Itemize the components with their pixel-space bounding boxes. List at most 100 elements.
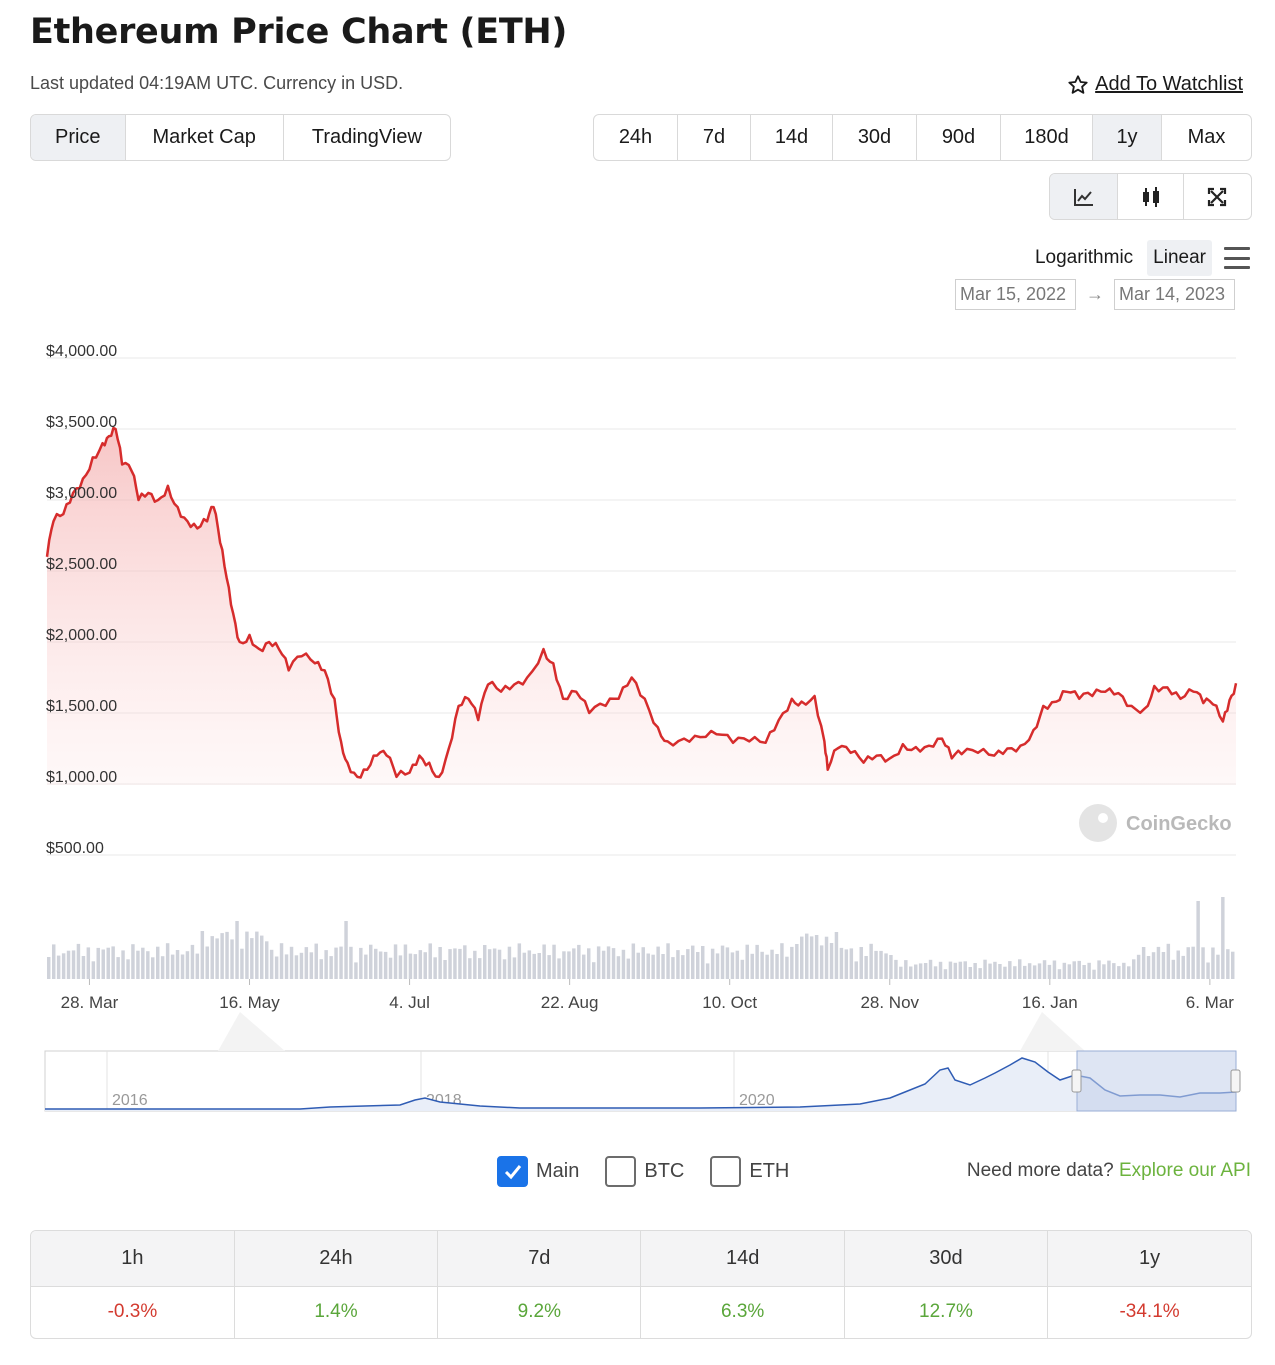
logarithmic-option[interactable]: Logarithmic [1034,247,1134,268]
volume-bar [839,947,844,979]
api-promo: Need more data? Explore our API [967,1160,1251,1182]
range-30d-button[interactable]: 30d [833,115,917,160]
volume-bar [81,956,86,979]
volume-bar [369,944,373,979]
volume-bar [765,954,769,979]
volume-bar [1191,946,1195,979]
tab-price[interactable]: Price [31,115,126,160]
volume-bar [1008,961,1012,979]
linear-option[interactable]: Linear [1147,240,1212,276]
volume-bar [66,950,71,979]
volume-bar [676,950,680,979]
range-180d-button[interactable]: 180d [1001,115,1093,160]
volume-bar [557,958,561,979]
volume-bar [661,954,665,979]
date-from-input[interactable] [955,279,1076,310]
explore-api-link[interactable]: Explore our API [1118,1160,1251,1181]
volume-bar [889,955,893,979]
fullscreen-button[interactable] [1184,174,1251,219]
volume-bar [770,949,774,979]
x-tick-label: 6. Mar [1186,993,1235,1012]
volume-bar [760,951,764,979]
volume-bar [220,933,224,979]
add-to-watchlist-link[interactable]: Add To Watchlist [1067,73,1243,96]
volume-bar [433,957,437,979]
volume-bar [691,945,695,979]
volume-bar [1151,952,1156,979]
stat-value-1h: -0.3% [31,1286,235,1338]
date-to-input[interactable] [1114,279,1235,310]
volume-bar [294,955,299,979]
volume-bar [1171,959,1176,979]
range-navigator[interactable]: 2016201820202022 [44,1012,1241,1112]
tab-market-cap[interactable]: Market Cap [126,115,284,160]
tab-price-label: Price [54,126,101,148]
volume-bar [1201,947,1205,979]
volume-bar [265,941,269,979]
volume-bar [279,943,284,979]
range-90d-label: 90d [941,126,976,148]
volume-bar [512,957,517,979]
volume-bar [864,956,868,979]
volume-bar [1052,960,1057,979]
stat-header-30d: 30d [844,1231,1049,1287]
volume-bar [309,952,314,979]
volume-bar [879,950,883,979]
main-checkbox[interactable] [497,1156,528,1187]
volume-bar [641,947,645,979]
navigator-left-handle[interactable] [1071,1069,1082,1093]
btc-checkbox[interactable] [605,1156,637,1187]
volume-bar [324,950,328,979]
overlay-btc[interactable]: BTC [605,1156,684,1187]
volume-bar [497,949,502,979]
hamburger-menu-icon[interactable] [1224,247,1250,269]
volume-bar [582,954,586,979]
volume-bar [790,946,794,979]
scale-selector: Logarithmic Linear [1029,240,1250,276]
volume-bar [973,963,977,979]
volume-bar [126,959,130,979]
range-1y-label: 1y [1116,126,1138,148]
volume-bar [983,959,987,979]
overlay-toggles: Main BTC ETH [497,1156,803,1187]
volume-bar [269,949,274,979]
line-chart-button[interactable] [1050,174,1119,219]
volume-bar [809,936,814,979]
price-line[interactable] [45,426,1238,779]
volume-bar [91,961,96,979]
range-14d-button[interactable]: 14d [751,115,833,160]
stat-header-24h: 24h [234,1231,439,1287]
volume-bar [141,947,145,979]
overlay-eth[interactable]: ETH [710,1156,789,1187]
volume-bar [805,933,809,979]
chart-type-buttons [1049,173,1252,220]
date-range: → [955,279,1235,310]
navigator-right-handle[interactable] [1230,1069,1241,1093]
overlay-eth-label: ETH [749,1160,790,1182]
range-24h-button[interactable]: 24h [594,115,678,160]
range-1y-button[interactable]: 1y [1093,115,1162,160]
volume-bar [626,958,631,979]
volume-bar [1042,960,1047,979]
volume-bar [1072,961,1076,979]
tab-tradingview[interactable]: TradingView [284,115,450,160]
eth-checkbox[interactable] [710,1156,742,1187]
range-90d-button[interactable]: 90d [917,115,1001,160]
price-chart[interactable]: CoinGecko $4,000.00 $3,500.00 $3,000.00 $2,… [0,320,1275,1120]
volume-bar [1102,964,1106,979]
volume-bar [215,938,219,979]
volume-bar [235,921,239,979]
volume-bar [403,944,408,979]
volume-bar [542,944,546,979]
candlestick-button[interactable] [1118,174,1184,219]
tab-market-cap-label: Market Cap [152,126,256,148]
range-7d-button[interactable]: 7d [678,115,751,160]
range-max-button[interactable]: Max [1162,115,1251,160]
navigator-selection[interactable] [1076,1050,1237,1112]
volume-bar [1176,950,1180,979]
volume-bar [606,946,611,979]
overlay-main[interactable]: Main [497,1156,579,1187]
x-tick-label: 16. Jan [1022,993,1078,1012]
volume-bar [993,961,997,979]
volume-bar [423,952,427,979]
